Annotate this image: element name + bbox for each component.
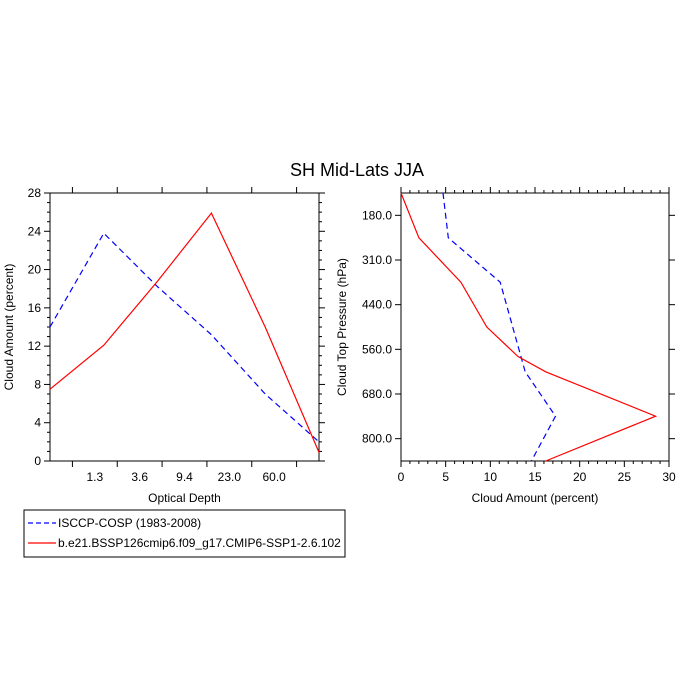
y-tick-label: 20 xyxy=(28,263,42,277)
x-tick-label: 0 xyxy=(398,470,405,484)
x-tick-label: 3.6 xyxy=(131,470,148,484)
y-axis-label: Cloud Amount (percent) xyxy=(2,264,16,391)
legend-label-isccp: ISCCP-COSP (1983-2008) xyxy=(58,516,201,530)
series-line xyxy=(49,211,320,453)
y-tick-label: 12 xyxy=(28,339,42,353)
y-tick-label: 16 xyxy=(28,301,42,315)
x-axis-label: Optical Depth xyxy=(148,491,221,505)
x-tick-label: 5 xyxy=(442,470,449,484)
x-tick-label: 20 xyxy=(573,470,587,484)
series-line xyxy=(442,192,557,462)
y-tick-label: 4 xyxy=(34,416,41,430)
x-tick-label: 1.3 xyxy=(86,470,103,484)
panel-cloud-top-pressure: 0 5 10 15 20 25 30 180.0 310.0 440.0 560.0 680.0 800… xyxy=(335,187,676,505)
x-tick-label: 25 xyxy=(618,470,632,484)
chart-title: SH Mid-Lats JJA xyxy=(290,160,424,180)
legend-box xyxy=(23,509,346,558)
y-tick-label: 0 xyxy=(34,454,41,468)
x-tick-label: 10 xyxy=(484,470,498,484)
x-tick-label: 23.0 xyxy=(218,470,242,484)
x-tick-label: 15 xyxy=(528,470,542,484)
y-tick-label: 560.0 xyxy=(362,342,392,356)
y-tick-label: 8 xyxy=(34,377,41,391)
x-tick-label: 9.4 xyxy=(176,470,193,484)
y-tick-label: 28 xyxy=(28,186,42,200)
series-line xyxy=(49,232,320,443)
series-line xyxy=(400,192,658,462)
y-axis-label: Cloud Top Pressure (hPa) xyxy=(335,258,349,396)
plot-frame xyxy=(400,192,670,462)
panel-optical-depth: 0 4 8 12 16 20 24 28 1.3 3.6 9.4 23.0 60.0 Optical De… xyxy=(2,186,325,505)
y-tick-label: 24 xyxy=(28,224,42,238)
x-tick-label: 30 xyxy=(662,470,676,484)
y-tick-label: 440.0 xyxy=(362,298,392,312)
y-tick-label: 800.0 xyxy=(362,432,392,446)
legend-label-model: b.e21.BSSP126cmip6.f09_g17.CMIP6-SSP1-2.… xyxy=(58,536,341,550)
legend: ISCCP-COSP (1983-2008) b.e21.BSSP126cmip… xyxy=(23,509,346,558)
x-axis-label: Cloud Amount (percent) xyxy=(472,491,599,505)
y-tick-label: 180.0 xyxy=(362,208,392,222)
plot-frame xyxy=(49,192,320,462)
y-tick-label: 680.0 xyxy=(362,387,392,401)
y-tick-label: 310.0 xyxy=(362,253,392,267)
x-tick-label: 60.0 xyxy=(262,470,286,484)
